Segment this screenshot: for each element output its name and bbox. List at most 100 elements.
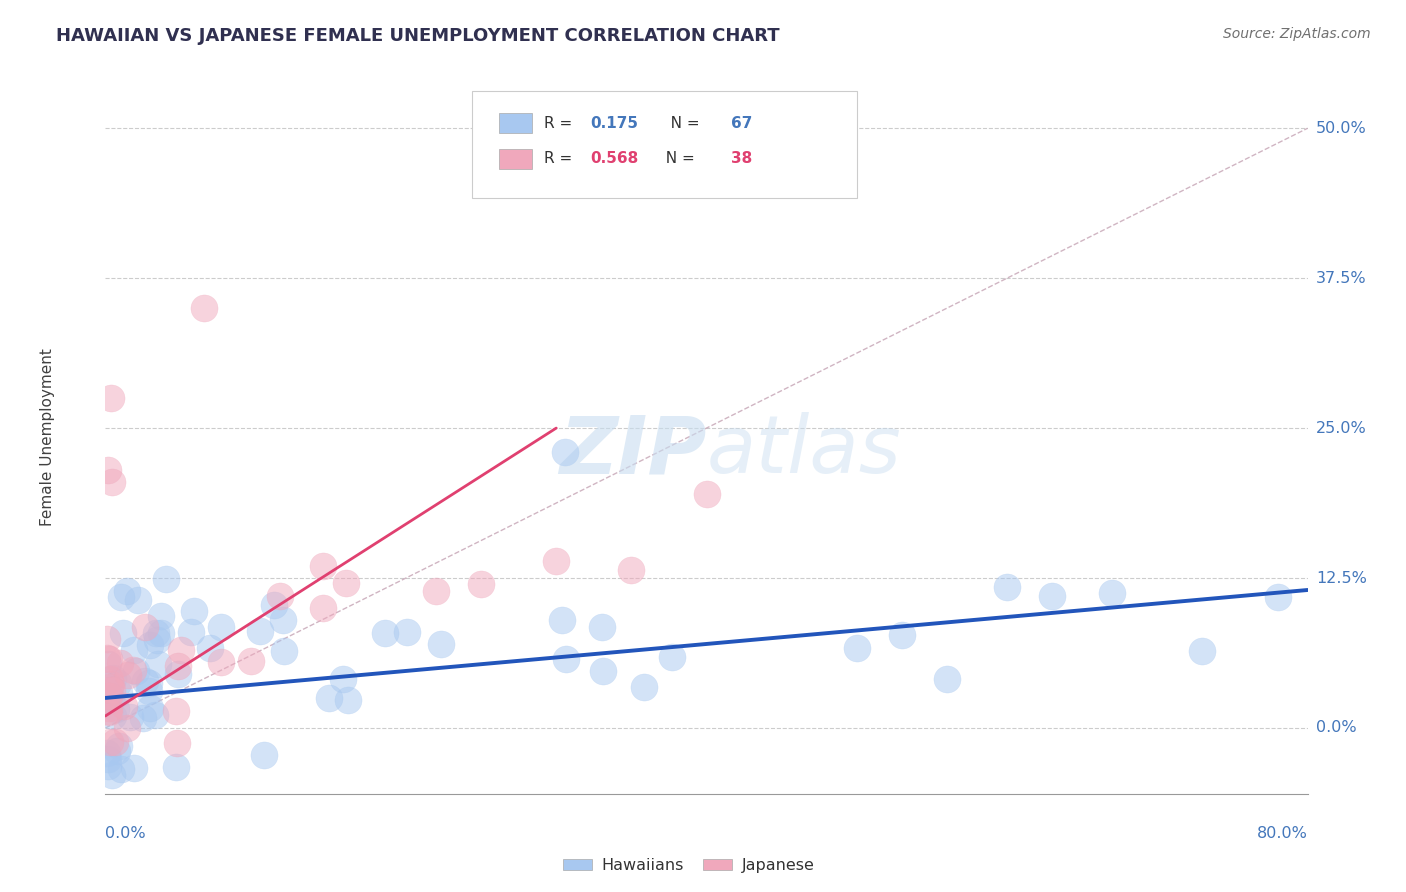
Point [134,674,156,689]
Point [620,563,643,577]
Text: R =: R = [544,116,582,130]
Point [336,693,359,707]
Point [139,701,162,715]
Point [269,589,291,603]
Point [249,624,271,638]
Point [936,672,959,686]
Point [318,690,340,705]
Point [166,667,188,681]
Point [96,746,118,760]
Text: R =: R = [544,152,578,166]
Point [240,654,263,668]
Text: 67: 67 [731,116,752,130]
Point [551,613,574,627]
Point [425,584,447,599]
Point [150,608,173,623]
Point [101,671,124,685]
Point [661,649,683,664]
Point [554,445,576,459]
Point [1101,586,1123,600]
Text: ZIP: ZIP [560,412,707,491]
Point [108,686,131,700]
Point [167,659,190,673]
Point [105,744,128,758]
Point [193,301,215,315]
Point [145,626,167,640]
Point [332,672,354,686]
Point [1191,643,1213,657]
Point [110,590,132,604]
Point [122,663,145,677]
Point [96,651,118,665]
Point [146,633,169,648]
Point [100,768,122,782]
Point [395,624,418,639]
Point [115,722,138,736]
Text: 12.5%: 12.5% [1316,571,1367,585]
Point [122,760,145,774]
Point [124,643,146,657]
Point [180,625,202,640]
Point [209,620,232,634]
Point [112,699,135,714]
Text: 38: 38 [731,152,752,166]
Point [98,652,121,666]
Point [170,643,193,657]
Point [97,705,120,719]
Point [592,664,614,678]
FancyBboxPatch shape [472,91,856,198]
Point [155,572,177,586]
Point [198,641,221,656]
Point [131,711,153,725]
Point [98,680,121,694]
Point [100,391,122,405]
FancyBboxPatch shape [499,113,533,133]
Point [139,638,162,652]
Point [374,625,396,640]
Point [125,664,148,678]
Point [97,657,120,671]
Text: 0.568: 0.568 [591,152,638,166]
Point [120,709,142,723]
Point [96,704,118,718]
Point [183,604,205,618]
Point [143,708,166,723]
Text: N =: N = [657,116,704,130]
Text: 0.0%: 0.0% [1316,721,1357,735]
Point [429,637,451,651]
Point [312,558,335,573]
Text: 50.0%: 50.0% [1316,120,1367,136]
Point [104,735,127,749]
Point [148,657,170,672]
Point [555,652,578,666]
Point [263,599,285,613]
Point [117,668,139,682]
Legend: Hawaiians, Japanese: Hawaiians, Japanese [557,852,821,880]
Point [1267,590,1289,604]
Point [633,680,655,694]
Text: 0.0%: 0.0% [105,826,146,841]
FancyBboxPatch shape [499,149,533,169]
Point [100,676,122,690]
Point [311,601,333,615]
Point [104,702,127,716]
Point [97,758,120,772]
Point [98,690,121,704]
Point [98,734,121,748]
Point [165,704,187,718]
Point [117,583,139,598]
Point [271,613,294,627]
Point [1040,590,1063,604]
Point [97,752,120,766]
Point [165,760,187,774]
Point [546,553,568,567]
Text: 80.0%: 80.0% [1257,826,1308,841]
Point [591,619,613,633]
Point [98,701,121,715]
Point [138,676,160,690]
Point [470,577,492,591]
Point [209,656,232,670]
Point [98,672,121,686]
Point [100,475,122,489]
Point [101,683,124,698]
